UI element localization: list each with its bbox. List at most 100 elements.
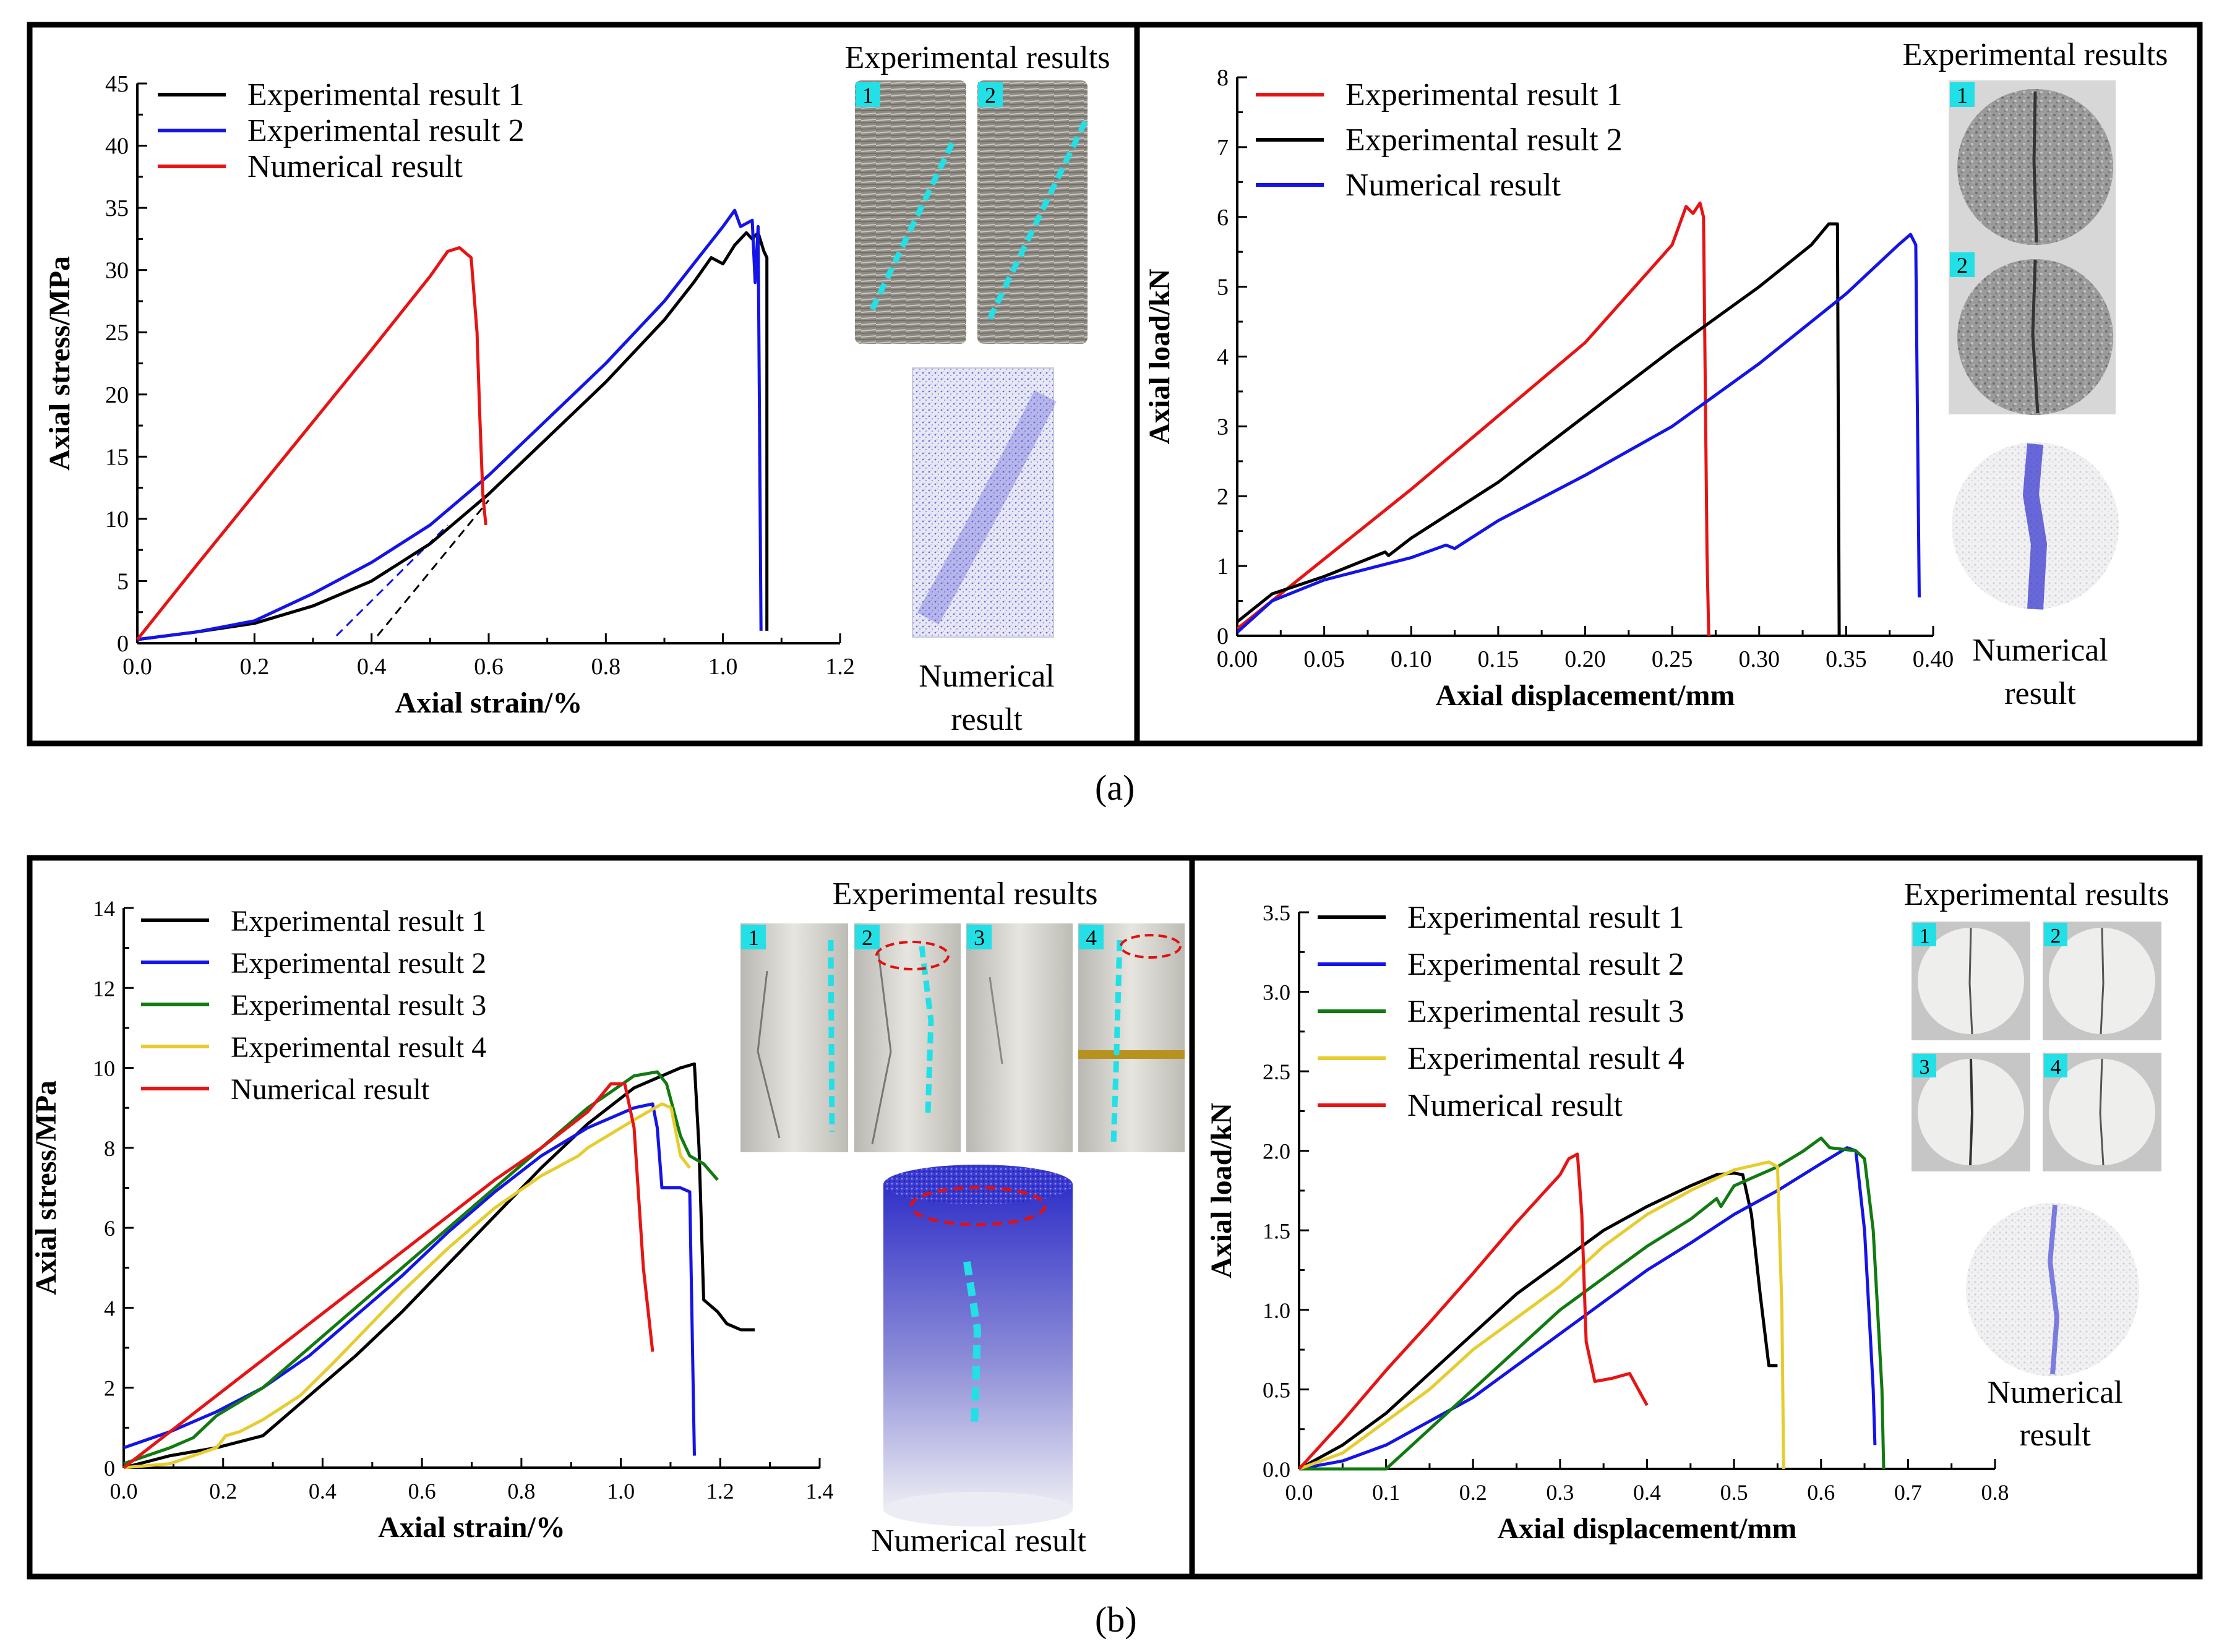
legend-label: Numerical result	[1345, 168, 1561, 203]
legend-label: Experimental result 2	[231, 947, 486, 980]
inset-title: Experimental results	[1903, 37, 2168, 72]
x-tick-label: 0.0	[122, 654, 152, 680]
x-tick-label: 0.8	[591, 654, 621, 680]
chart-a-right: 0.00 0.05 0.10 0.15 0.20 0.25 0.30 0.35 0.40 0 1 2 3…	[1143, 65, 1954, 712]
legend-label: Experimental result 3	[1407, 994, 1684, 1029]
specimen-label: 2	[2051, 925, 2061, 948]
x-tick-label: 0.30	[1739, 646, 1780, 672]
y-tick-label: 45	[105, 71, 129, 97]
frame-a	[27, 22, 2203, 747]
x-tick-label: 0.0	[110, 1479, 138, 1504]
numerical-photo	[1966, 1203, 2139, 1376]
legend-label: Numerical result	[231, 1073, 430, 1106]
x-tick-label: 1.2	[825, 654, 855, 680]
y-tick-label: 10	[93, 1056, 115, 1081]
specimen-label: 4	[2051, 1056, 2061, 1079]
x-tick-label: 0.20	[1564, 646, 1606, 672]
y-tick-label: 0.5	[1263, 1377, 1290, 1402]
y-tick-label: 35	[105, 195, 129, 221]
x-tick-label: 1.0	[607, 1479, 635, 1504]
specimen-label: 3	[1920, 1056, 1930, 1079]
y-tick-label: 2	[104, 1376, 115, 1401]
series-line-1	[1236, 201, 1710, 636]
y-tick-label: 1.0	[1263, 1298, 1290, 1323]
y-tick-label: 0	[1217, 623, 1229, 649]
y-tick-label: 25	[105, 320, 129, 346]
specimen-label: 1	[862, 83, 873, 108]
x-tick-label: 0.00	[1217, 646, 1258, 672]
x-tick-label: 0.6	[1807, 1480, 1835, 1505]
x-tick-label: 0.6	[474, 654, 504, 680]
specimen-label: 4	[1086, 925, 1097, 950]
series-line-3	[1236, 233, 1921, 634]
numerical-label: Numerical	[919, 659, 1054, 694]
x-tick-label: 0.1	[1372, 1480, 1400, 1505]
caption-a: (a)	[1095, 768, 1135, 808]
chart-a-left: 0.0 0.2 0.4 0.6 0.8 1.0 1.2 0 5 10 15 20 25 30 35 40 45 A…	[43, 71, 855, 719]
numerical-photo	[883, 1165, 1073, 1526]
series-line-2	[137, 208, 763, 641]
numerical-label: Numerical	[1972, 633, 2108, 668]
y-axis-label: Axial load/kN	[1205, 1103, 1238, 1278]
y-tick-label: 3.0	[1263, 980, 1290, 1005]
specimen-label: 1	[1957, 83, 1968, 108]
x-tick-label: 0.2	[209, 1479, 237, 1504]
y-axis-label: Axial stress/MPa	[30, 1081, 62, 1295]
x-tick-label: 0.4	[1633, 1480, 1661, 1505]
numerical-label: Numerical result	[871, 1523, 1087, 1559]
x-axis-label: Axial displacement/mm	[1498, 1512, 1797, 1545]
series-line-3	[136, 246, 487, 641]
x-tick-label: 0.7	[1894, 1480, 1922, 1505]
series-line-2	[1298, 1146, 1877, 1471]
numerical-label: result	[2019, 1418, 2091, 1453]
series-line-1	[137, 231, 769, 641]
x-tick-label: 0.05	[1303, 646, 1345, 672]
y-tick-label: 30	[105, 258, 129, 284]
x-axis-label: Axial strain/%	[378, 1511, 565, 1544]
numerical-photo	[912, 367, 1057, 638]
numerical-label: result	[951, 702, 1023, 737]
specimen-label: 2	[862, 925, 873, 950]
legend-label: Experimental result 2	[1407, 947, 1684, 982]
legend-label: Experimental result 1	[247, 77, 525, 113]
y-tick-label: 8	[104, 1136, 115, 1161]
legend-label: Experimental result 2	[1345, 122, 1623, 158]
numerical-label: Numerical	[1987, 1375, 2122, 1410]
series-line-5	[1298, 1152, 1649, 1470]
specimen-label: 2	[985, 83, 996, 108]
series-line-5	[122, 1082, 654, 1469]
legend-label: Experimental result 3	[231, 989, 486, 1022]
y-tick-label: 3.5	[1263, 901, 1290, 925]
x-tick-label: 0.8	[507, 1479, 535, 1504]
y-tick-label: 20	[105, 382, 129, 408]
y-tick-label: 1.5	[1263, 1218, 1290, 1243]
y-axis-label: Axial load/kN	[1143, 268, 1176, 444]
specimen-label: 3	[974, 925, 985, 950]
x-tick-label: 1.0	[708, 654, 738, 680]
y-tick-label: 1	[1217, 554, 1229, 580]
y-tick-label: 0	[104, 1456, 115, 1481]
panel-frames	[27, 22, 2203, 1580]
y-tick-label: 15	[105, 444, 129, 470]
x-tick-label: 0.15	[1478, 646, 1519, 672]
series-line-3	[1299, 1136, 1886, 1471]
y-tick-label: 2	[1217, 484, 1229, 510]
guide-dashed-line	[376, 499, 490, 636]
experimental-photo: 1 2	[855, 80, 1089, 344]
y-tick-label: 14	[93, 896, 115, 921]
experimental-photo: 1 2	[1949, 80, 2116, 415]
series-line-4	[123, 1102, 691, 1470]
y-tick-label: 0.0	[1263, 1457, 1290, 1482]
legend-label: Numerical result	[1407, 1088, 1623, 1123]
specimen-label: 2	[1957, 253, 1968, 278]
experimental-photo: 1 2 3 4	[740, 923, 1185, 1152]
x-tick-label: 0.25	[1652, 646, 1693, 672]
x-tick-label: 1.4	[806, 1479, 834, 1504]
y-tick-label: 3	[1217, 414, 1229, 440]
specimen-label: 1	[748, 925, 759, 950]
x-tick-label: 0.0	[1285, 1480, 1313, 1505]
y-tick-label: 4	[1217, 345, 1229, 370]
x-tick-label: 0.2	[240, 654, 270, 680]
inset-title: Experimental results	[845, 40, 1110, 75]
